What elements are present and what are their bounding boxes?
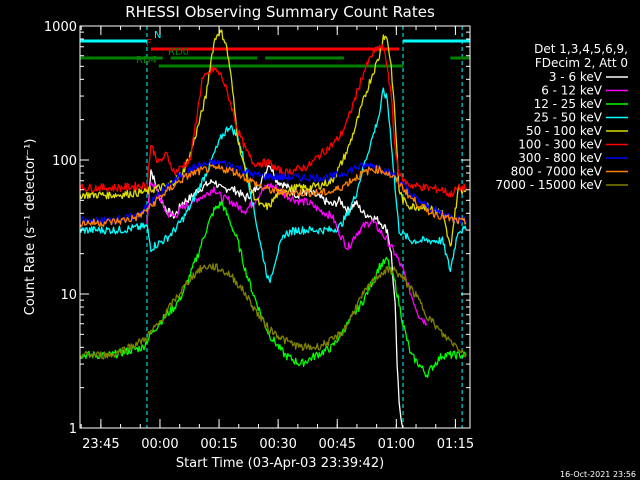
x-tick-label-4: 00:45 — [319, 437, 356, 452]
flag-label-n: N — [154, 30, 161, 41]
series-line-5 — [79, 44, 467, 198]
legend-label-4: 50 - 100 keV — [526, 124, 603, 138]
legend-label-6: 300 - 800 keV — [518, 151, 602, 165]
x-tick-label-6: 01:15 — [437, 437, 474, 452]
legend-header-1: Det 1,3,4,5,6,9, — [534, 42, 628, 56]
flag-rd0-segment-1 — [170, 56, 258, 60]
y-tick-label-1: 10 — [60, 288, 77, 303]
flag-rd4-segment-0 — [158, 64, 404, 68]
x-tick-label-5: 01:00 — [378, 437, 415, 452]
legend-label-5: 100 - 300 keV — [518, 138, 602, 152]
y-tick-label-3: 1000 — [44, 20, 77, 35]
flag-f-segment-0 — [150, 47, 400, 51]
plot-area — [146, 26, 463, 428]
y-axis-ticks: 1 10 100 1000 — [44, 20, 470, 437]
flag-n-segment-1 — [403, 39, 470, 43]
x-axis-ticks: 23:45 00:00 00:15 00:30 00:45 01:00 01:15 — [80, 26, 474, 452]
flag-label-f: F — [146, 38, 152, 49]
plot-frame — [79, 25, 471, 429]
x-axis-label: Start Time (03-Apr-03 23:39:42) — [176, 456, 384, 471]
legend-label-1: 6 - 12 keV — [541, 84, 603, 98]
series-line-3 — [79, 87, 467, 284]
legend-label-8: 7000 - 15000 keV — [495, 178, 602, 192]
y-tick-label-2: 100 — [52, 154, 77, 169]
series-line-8 — [79, 263, 467, 360]
x-tick-label-3: 00:30 — [259, 437, 296, 452]
flag-label-rd4: RD4 — [136, 55, 157, 66]
series-line-2 — [79, 200, 467, 378]
legend-label-0: 3 - 6 keV — [549, 70, 603, 84]
flag-rd0-segment-3 — [450, 56, 470, 60]
timestamp: 16-Oct-2021 23:56 — [560, 470, 636, 479]
series-line-4 — [79, 29, 467, 247]
x-tick-label-1: 00:00 — [141, 437, 178, 452]
chart-title: RHESSI Observing Summary Count Rates — [125, 3, 435, 21]
flag-rd0-segment-2 — [265, 56, 344, 60]
flag-n-segment-0 — [80, 39, 147, 43]
legend-header-2: FDecim 2, Att 0 — [535, 56, 628, 70]
legend-label-7: 800 - 7000 keV — [511, 165, 603, 179]
y-axis-label: Count Rate (s⁻¹ detector⁻¹) — [23, 139, 38, 316]
series-lines — [79, 29, 467, 429]
legend-label-2: 12 - 25 keV — [534, 97, 603, 111]
x-tick-label-2: 00:15 — [200, 437, 237, 452]
flag-rd0-segment-0 — [80, 56, 163, 60]
series-line-7 — [79, 164, 467, 228]
legend-label-3: 25 - 50 keV — [534, 111, 603, 125]
flag-bars: NF RD0 RD4 — [80, 30, 470, 68]
x-tick-label-0: 23:45 — [82, 437, 119, 452]
y-tick-label-0: 1 — [69, 422, 77, 437]
flag-label-rd0: RD0 — [168, 47, 189, 58]
legend: Det 1,3,4,5,6,9, FDecim 2, Att 0 3 - 6 k… — [495, 42, 628, 192]
